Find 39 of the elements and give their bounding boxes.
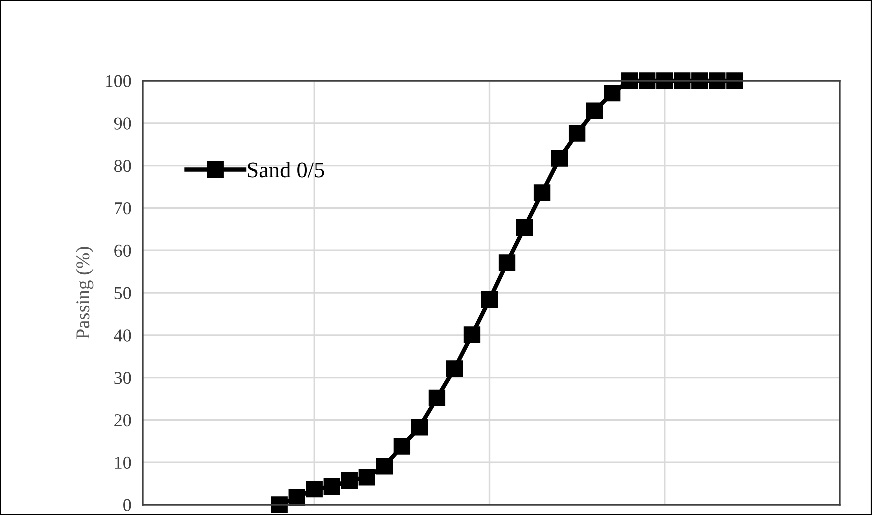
point	[464, 326, 481, 344]
point	[568, 125, 586, 142]
point	[481, 291, 498, 308]
y-tick-label: 90	[114, 118, 132, 130]
point	[639, 72, 656, 90]
point	[726, 72, 744, 90]
y-tick-label: 80	[114, 160, 132, 172]
y-tick-label: 100	[106, 75, 132, 88]
point	[516, 219, 534, 236]
y-tick-label: 40	[114, 330, 132, 342]
point	[622, 72, 638, 90]
point	[341, 472, 358, 490]
point	[551, 150, 568, 167]
point	[692, 72, 708, 90]
y-tick-label: 20	[114, 414, 132, 427]
point	[446, 360, 464, 378]
y-tick-label: 70	[115, 202, 132, 215]
y-tick-label: 60	[114, 244, 132, 258]
point	[411, 419, 428, 436]
y-tick-label: 30	[114, 372, 132, 384]
y-tick-label: 50	[114, 287, 132, 300]
point	[376, 458, 394, 475]
point	[324, 478, 340, 496]
point	[394, 438, 411, 455]
y-axis-title: Passing (%)	[76, 247, 94, 340]
point	[498, 254, 516, 272]
point	[534, 184, 551, 202]
point	[709, 72, 726, 90]
point	[586, 102, 604, 120]
point	[271, 496, 288, 514]
point	[674, 72, 691, 90]
point	[604, 84, 621, 102]
legend-label: Sand 0/5	[248, 162, 324, 178]
point	[358, 469, 376, 486]
y-tick-label: 10	[115, 456, 132, 470]
y-tick-label: 0	[124, 499, 132, 512]
point	[428, 390, 446, 406]
point	[656, 72, 674, 90]
point	[306, 480, 323, 498]
